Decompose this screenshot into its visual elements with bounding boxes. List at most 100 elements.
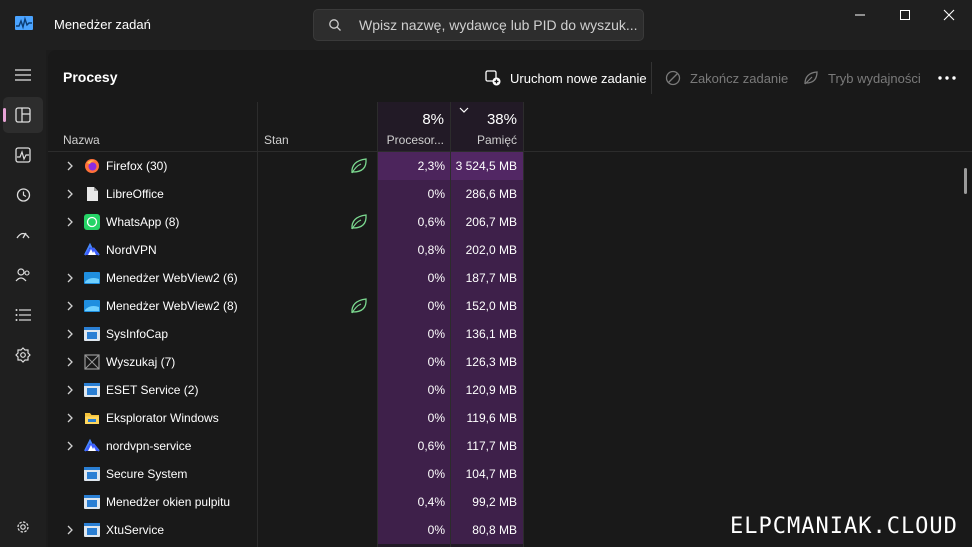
process-row[interactable]: Menedżer WebView2 (6) 0% 187,7 MB: [48, 264, 972, 292]
service-window-icon: [84, 467, 100, 481]
search-input[interactable]: [359, 10, 639, 40]
efficiency-mode-button[interactable]: Tryb wydajności: [803, 68, 921, 88]
cpu-value: 0%: [427, 523, 445, 537]
nav-users[interactable]: [3, 257, 43, 293]
cpu-heat-cell: [378, 488, 450, 516]
memory-heat-cell: [451, 236, 523, 264]
process-row[interactable]: WhatsApp (8) 0,6% 206,7 MB: [48, 208, 972, 236]
process-row[interactable]: Menedżer okien pulpitu 0,4% 99,2 MB: [48, 488, 972, 516]
cpu-value: 0%: [427, 299, 445, 313]
memory-heat-cell: [451, 460, 523, 488]
chevron-right-icon[interactable]: [65, 217, 75, 227]
chevron-right-icon[interactable]: [65, 441, 75, 451]
process-row[interactable]: SysInfoCap 0% 136,1 MB: [48, 320, 972, 348]
memory-heat-cell: [451, 264, 523, 292]
chevron-right-icon[interactable]: [65, 329, 75, 339]
process-row[interactable]: ESET Service (2) 0% 120,9 MB: [48, 376, 972, 404]
chevron-right-icon[interactable]: [65, 525, 75, 535]
title-bar: Menedżer zadań: [0, 0, 972, 50]
column-header-cpu[interactable]: Procesor...: [386, 133, 444, 147]
column-header-status[interactable]: Stan: [264, 133, 289, 147]
memory-heat-cell: [451, 516, 523, 544]
nav-processes[interactable]: [3, 97, 43, 133]
process-row[interactable]: LibreOffice 0% 286,6 MB: [48, 180, 972, 208]
cpu-value: 0%: [427, 383, 445, 397]
maximize-icon: [900, 10, 910, 20]
end-task-button[interactable]: Zakończ zadanie: [665, 68, 788, 88]
minimize-icon: [855, 14, 865, 16]
process-name: Menedżer okien pulpitu: [106, 495, 231, 509]
chevron-right-icon[interactable]: [65, 161, 75, 171]
process-row[interactable]: Firefox (30) 2,3% 3 524,5 MB: [48, 152, 972, 180]
chevron-right-icon[interactable]: [65, 273, 75, 283]
cpu-value: 2,3%: [417, 159, 445, 173]
sort-descending-icon: [459, 107, 469, 113]
column-header-memory[interactable]: Pamięć: [476, 133, 517, 147]
memory-value: 80,8 MB: [472, 523, 517, 537]
users-icon: [15, 268, 30, 282]
nav-details[interactable]: [3, 297, 43, 333]
nav-settings[interactable]: [3, 509, 43, 545]
service-window-icon: [84, 327, 100, 341]
nav-performance[interactable]: [3, 137, 43, 173]
processes-panel: Procesy Uruchom nowe zadanie Zakończ zad…: [48, 50, 972, 547]
chevron-right-icon[interactable]: [65, 385, 75, 395]
service-window-icon: [84, 495, 100, 509]
process-row[interactable]: XtuService 0% 80,8 MB: [48, 516, 972, 544]
chevron-right-icon[interactable]: [65, 413, 75, 423]
process-name: Eksplorator Windows: [106, 411, 219, 425]
cpu-heat-cell: [378, 208, 450, 236]
column-divider: [523, 102, 524, 547]
memory-value: 3 524,5 MB: [455, 159, 517, 173]
nav-app-history[interactable]: [3, 177, 43, 213]
cpu-heat-cell: [378, 432, 450, 460]
column-header-name[interactable]: Nazwa: [63, 133, 100, 147]
process-row[interactable]: Secure System 0% 104,7 MB: [48, 460, 972, 488]
process-row[interactable]: nordvpn-service 0,6% 117,7 MB: [48, 432, 972, 460]
memory-value: 120,9 MB: [465, 383, 517, 397]
process-name: SysInfoCap: [106, 327, 169, 341]
close-button[interactable]: [926, 0, 972, 30]
scrollbar-thumb[interactable]: [964, 168, 967, 194]
processes-icon: [15, 107, 31, 123]
minimize-button[interactable]: [837, 0, 883, 30]
cpu-heat-cell: [378, 264, 450, 292]
chevron-right-icon[interactable]: [65, 189, 75, 199]
maximize-button[interactable]: [882, 0, 928, 30]
app-history-icon: [16, 188, 31, 202]
nav-startup[interactable]: [3, 217, 43, 253]
nav-services[interactable]: [3, 337, 43, 373]
services-icon: [15, 347, 31, 363]
cpu-value: 0%: [427, 411, 445, 425]
memory-value: 117,7 MB: [466, 439, 517, 453]
startup-icon: [16, 232, 30, 239]
memory-heat-cell: [451, 320, 523, 348]
nav-toggle-button[interactable]: [3, 57, 43, 93]
search-box[interactable]: [313, 9, 644, 41]
cpu-value: 0,6%: [417, 215, 445, 229]
efficiency-leaf-icon: [351, 298, 367, 314]
process-row[interactable]: Wyszukaj (7) 0% 126,3 MB: [48, 348, 972, 376]
process-row[interactable]: NordVPN 0,8% 202,0 MB: [48, 236, 972, 264]
cpu-heat-cell: [378, 320, 450, 348]
memory-heat-cell: [451, 488, 523, 516]
process-name: ESET Service (2): [106, 383, 199, 397]
memory-heat-cell: [451, 404, 523, 432]
chevron-right-icon[interactable]: [65, 357, 75, 367]
process-list: Firefox (30) 2,3% 3 524,5 MB LibreOffice 0% 2…: [48, 152, 972, 544]
details-icon: [15, 309, 31, 321]
memory-heat-cell: [451, 152, 523, 180]
run-new-task-button[interactable]: Uruchom nowe zadanie: [485, 68, 647, 88]
memory-value: 152,0 MB: [465, 299, 517, 313]
process-row[interactable]: Eksplorator Windows 0% 119,6 MB: [48, 404, 972, 432]
performance-icon: [15, 147, 31, 163]
more-options-button[interactable]: [936, 68, 958, 88]
process-row[interactable]: Menedżer WebView2 (8) 0% 152,0 MB: [48, 292, 972, 320]
memory-heat-cell: [451, 348, 523, 376]
chevron-right-icon[interactable]: [65, 301, 75, 311]
hamburger-icon: [15, 69, 31, 81]
task-manager-logo-icon: [15, 16, 33, 30]
process-name: Secure System: [106, 467, 188, 481]
process-name: NordVPN: [106, 243, 157, 257]
process-name: Firefox (30): [106, 159, 168, 173]
